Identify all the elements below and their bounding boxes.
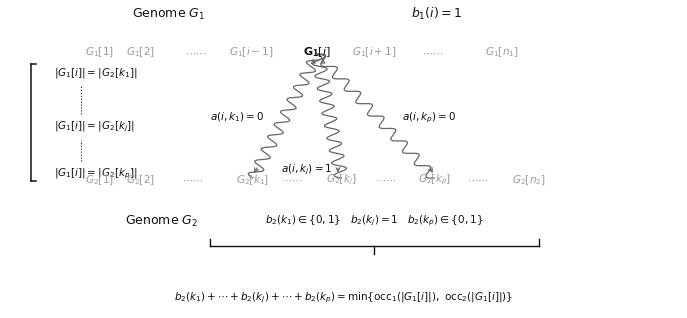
Text: $\cdots\cdots$: $\cdots\cdots$ — [281, 175, 303, 185]
Text: $\cdots\cdots$: $\cdots\cdots$ — [422, 47, 444, 58]
Text: $G_2[1]$: $G_2[1]$ — [85, 173, 114, 187]
Text: $G_1[1]$: $G_1[1]$ — [85, 45, 114, 59]
Text: $G_1[i-1]$: $G_1[i-1]$ — [229, 45, 273, 59]
Text: $G_2[n_2]$: $G_2[n_2]$ — [512, 173, 546, 187]
Text: $a(i,k_1) = 0$: $a(i,k_1) = 0$ — [210, 111, 264, 124]
Text: $|G_1[i]| = |G_2[k_1]|$: $|G_1[i]| = |G_2[k_1]|$ — [54, 66, 137, 80]
Text: $G_2[k_1]$: $G_2[k_1]$ — [236, 173, 269, 187]
Text: $\cdots\cdots$: $\cdots\cdots$ — [181, 175, 203, 185]
Text: $b_2(k_1) + \cdots + b_2(k_j) + \cdots + b_2(k_p) = \min\{\mathrm{occ}_1(|G_1[i]: $b_2(k_1) + \cdots + b_2(k_j) + \cdots +… — [174, 290, 513, 305]
Text: $b_2(k_1) \in \{0,1\}$   $b_2(k_j) = 1$   $b_2(k_p) \in \{0,1\}$: $b_2(k_1) \in \{0,1\}$ $b_2(k_j) = 1$ $b… — [265, 214, 484, 228]
Text: $G_2[2]$: $G_2[2]$ — [126, 173, 155, 187]
Text: Genome $G_1$: Genome $G_1$ — [132, 7, 205, 22]
Text: $\cdots\cdots$: $\cdots\cdots$ — [466, 175, 488, 185]
Text: $|G_1[i]| = |G_2[k_j]|$: $|G_1[i]| = |G_2[k_j]|$ — [54, 120, 135, 135]
Text: $G_2[k_p]$: $G_2[k_p]$ — [418, 172, 451, 187]
Text: $a(i,k_j) = 1$: $a(i,k_j) = 1$ — [282, 163, 333, 177]
Text: $G_1[n_1]$: $G_1[n_1]$ — [484, 45, 519, 59]
Text: $|G_1[i]| = |G_2[k_p]|$: $|G_1[i]| = |G_2[k_p]|$ — [54, 166, 137, 181]
Text: $b_1(i) = 1$: $b_1(i) = 1$ — [411, 6, 462, 22]
Text: $G_2[k_j]$: $G_2[k_j]$ — [326, 172, 357, 187]
Text: $\mathbf{G_1}[i]$: $\mathbf{G_1}[i]$ — [304, 45, 331, 59]
Text: $G_1[2]$: $G_1[2]$ — [126, 45, 155, 59]
Text: $G_1[i+1]$: $G_1[i+1]$ — [352, 45, 396, 59]
Text: $\cdots\cdots$: $\cdots\cdots$ — [375, 175, 397, 185]
Text: Genome $G_2$: Genome $G_2$ — [125, 213, 198, 229]
Text: $\cdots\cdots$: $\cdots\cdots$ — [185, 47, 207, 58]
Text: $a(i,k_p) = 0$: $a(i,k_p) = 0$ — [403, 110, 456, 125]
